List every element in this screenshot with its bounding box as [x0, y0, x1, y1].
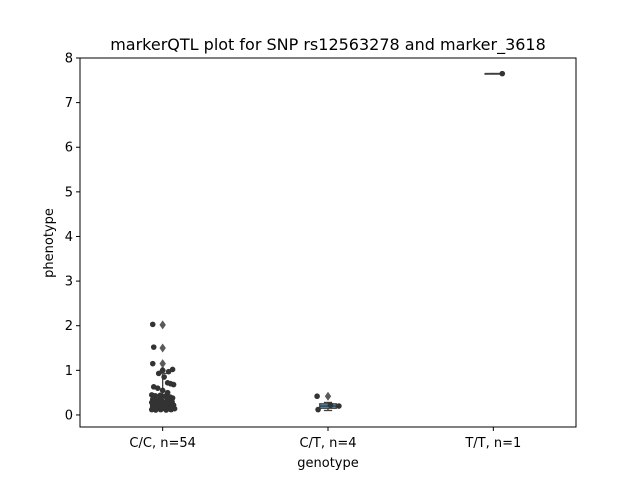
y-tick-label: 2	[65, 319, 73, 334]
y-axis: 0 1 2 3 4 5 6 7 8	[65, 52, 80, 423]
data-point	[336, 403, 342, 409]
data-point	[149, 360, 156, 367]
data-point	[158, 402, 165, 408]
data-point	[315, 406, 321, 413]
x-axis-label: genotype	[297, 456, 358, 471]
outlier-marker	[324, 391, 332, 401]
y-tick-label: 5	[65, 185, 73, 200]
x-axis: C/C, n=54 C/T, n=4 T/T, n=1	[129, 427, 521, 451]
plot-area	[79, 57, 577, 428]
y-tick-label: 0	[65, 408, 73, 423]
x-tick-label: C/C, n=54	[129, 436, 195, 451]
data-point	[499, 70, 506, 77]
data-point	[163, 407, 169, 413]
data-point	[159, 387, 166, 394]
chart-title: markerQTL plot for SNP rs12563278 and ma…	[110, 35, 546, 55]
plot-frame	[79, 57, 577, 428]
data-point	[154, 385, 161, 391]
y-tick-label: 1	[65, 364, 73, 379]
data-point	[161, 374, 167, 380]
data-point	[159, 367, 166, 374]
data-point	[155, 370, 162, 377]
y-tick-label: 4	[65, 230, 73, 245]
group-3	[484, 70, 506, 77]
data-point	[149, 321, 156, 328]
data-point	[168, 406, 174, 413]
y-tick-label: 3	[65, 275, 73, 290]
data-point	[327, 402, 334, 408]
data-point	[149, 404, 156, 410]
outlier-marker	[159, 359, 166, 369]
x-tick-label: C/T, n=4	[299, 436, 356, 451]
y-axis-label: phenotype	[42, 208, 57, 278]
outlier-marker	[159, 320, 166, 330]
data-point	[157, 406, 164, 413]
chart-marks	[148, 70, 506, 413]
x-tick-label: T/T, n=1	[464, 436, 521, 451]
y-tick-label: 8	[65, 52, 73, 67]
data-point	[169, 399, 175, 405]
outlier-marker	[159, 343, 166, 353]
data-point	[165, 368, 172, 375]
y-tick-label: 6	[65, 141, 73, 156]
data-point	[164, 396, 171, 402]
data-point	[150, 344, 157, 350]
group-2	[314, 391, 342, 413]
y-tick-label: 7	[65, 96, 73, 111]
data-point	[170, 381, 177, 388]
data-point	[314, 393, 320, 400]
group-1	[148, 320, 178, 413]
data-point	[157, 395, 163, 402]
